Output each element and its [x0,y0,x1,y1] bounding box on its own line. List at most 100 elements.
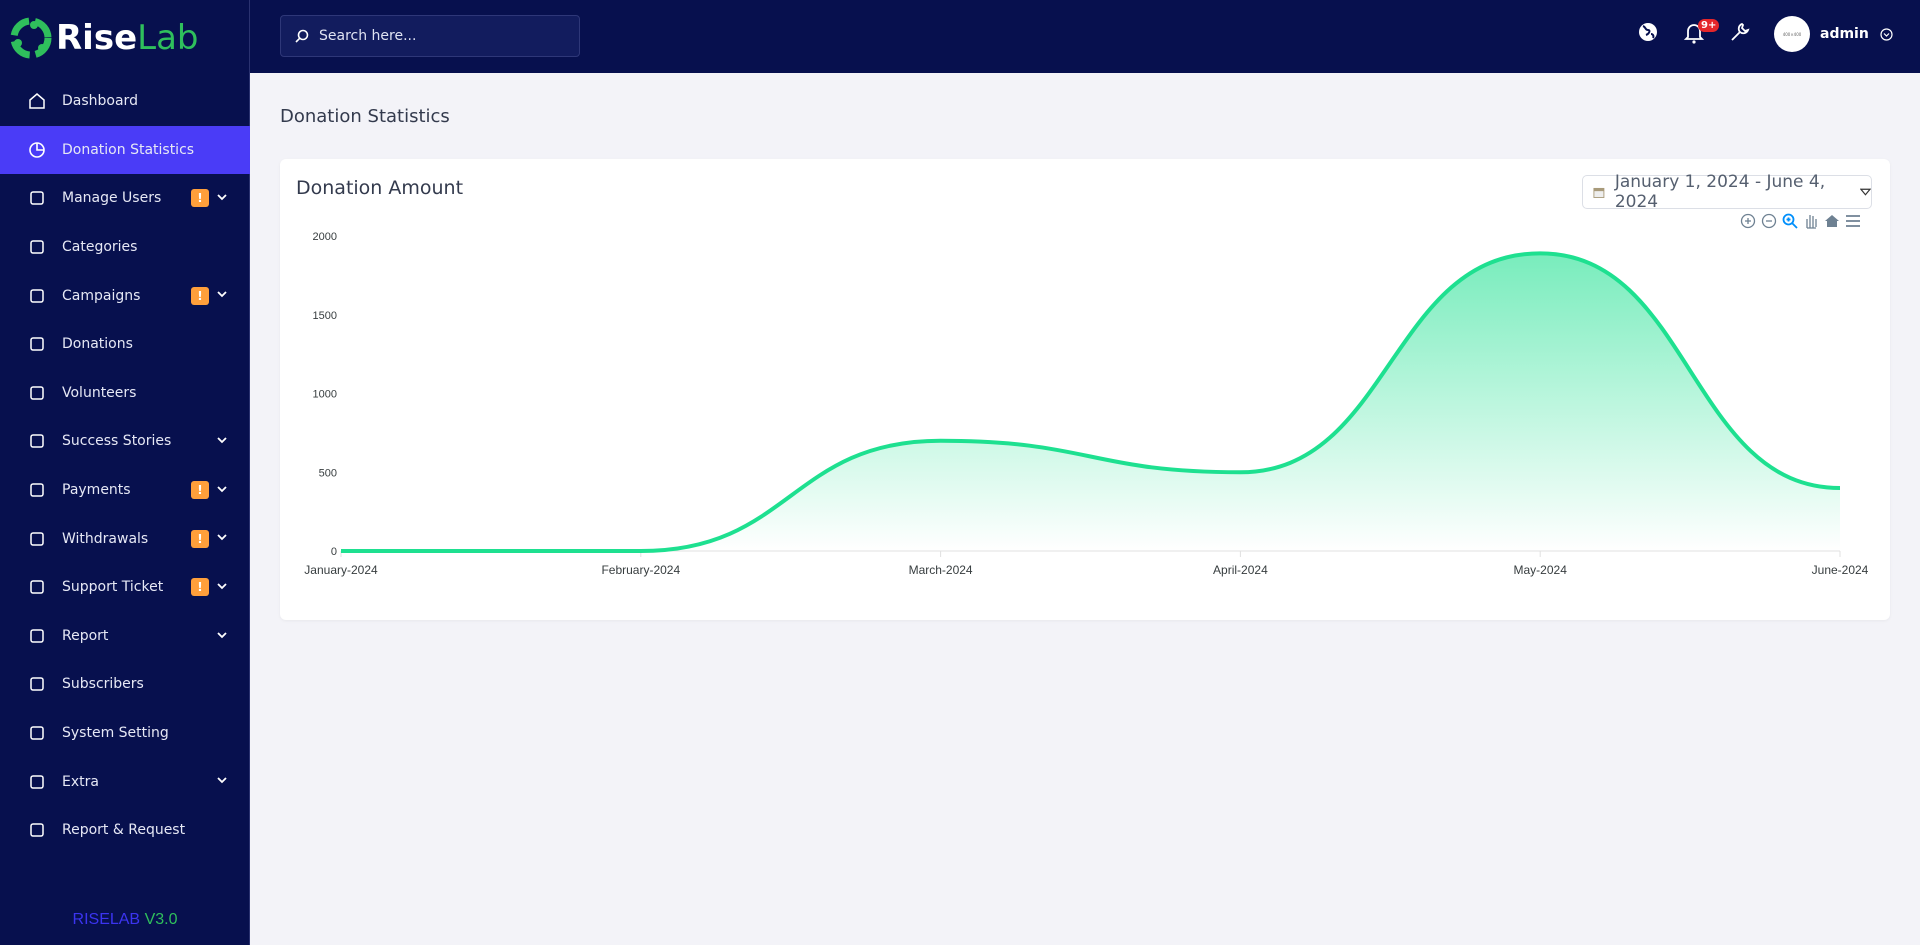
user-name[interactable]: admin [1820,26,1869,42]
alert-badge: ! [191,481,209,500]
chevron-down-icon[interactable] [216,629,228,641]
date-range-picker[interactable]: January 1, 2024 - June 4, 2024 [1582,172,1872,212]
y-tick-label: 500 [319,467,337,479]
sidebar-item-volunteers[interactable]: Volunteers [0,369,250,418]
sidebar-item-label: System Setting [62,725,169,742]
logo-text-accent: Lab [137,18,199,58]
sidebar-item-label: Withdrawals [62,530,149,547]
bug-icon [28,821,46,839]
chevron-down-icon[interactable] [216,580,228,592]
sidebar-item-donation-statistics[interactable]: Donation Statistics [0,125,250,175]
reset-home-icon[interactable] [1824,213,1840,229]
series-area [341,253,1840,551]
selection-zoom-icon[interactable] [1782,213,1798,229]
alert-badge: ! [191,529,209,548]
sidebar-item-report[interactable]: Report [0,612,250,661]
sidebar-item-subscribers[interactable]: Subscribers [0,660,250,709]
search-box[interactable] [280,15,580,57]
settings-icon [28,724,46,742]
chevron-down-icon[interactable] [216,774,228,786]
wrench-icon[interactable] [1730,22,1750,42]
chevron-down-icon[interactable] [216,288,228,300]
avatar[interactable]: 400×400 [1774,16,1810,52]
categories-icon [28,238,46,256]
table-icon [28,773,46,791]
y-tick-label: 0 [331,546,337,558]
sidebar-item-label: Report & Request [62,822,186,839]
date-range-text: January 1, 2024 - June 4, 2024 [1614,172,1826,212]
version-number: V3.0 [144,911,178,928]
pie-chart-icon [28,141,46,159]
logo-text: Rise [56,18,138,58]
calendar-icon [1593,187,1605,198]
invoice-icon [28,481,46,499]
x-tick-label: May-2024 [1514,563,1568,577]
chevron-down-icon[interactable] [216,434,228,446]
page-title: Donation Statistics [280,106,450,127]
x-tick-label: June-2024 [1812,563,1869,577]
hand-dollar-icon [28,287,46,305]
sidebar-item-label: Extra [62,773,99,790]
sidebar-item-donations[interactable]: Donations [0,320,250,369]
y-tick-label: 1500 [313,310,337,322]
globe-icon[interactable] [1638,22,1658,42]
sidebar-item-dashboard[interactable]: Dashboard [0,77,250,126]
sidebar-item-label: Donations [62,336,133,353]
list-icon [28,627,46,645]
story-icon [28,432,46,450]
ticket-icon [28,578,46,596]
sidebar-item-system-setting[interactable]: System Setting [0,709,250,758]
sidebar-item-payments[interactable]: Payments! [0,466,250,515]
sidebar-item-label: Success Stories [62,433,172,450]
chart-toolbar [1740,213,1861,229]
menu-icon[interactable] [1845,213,1861,229]
users-icon [28,189,46,207]
home-icon [28,92,46,110]
x-tick-label: February-2024 [601,563,680,577]
sidebar-item-report-request[interactable]: Report & Request [0,806,250,855]
sidebar-item-withdrawals[interactable]: Withdrawals! [0,514,250,563]
sidebar-item-categories[interactable]: Categories [0,223,250,272]
sidebar-item-extra[interactable]: Extra [0,757,250,806]
zoom-in-icon[interactable] [1740,213,1756,229]
sidebar-item-campaigns[interactable]: Campaigns! [0,271,250,320]
sidebar-item-success-stories[interactable]: Success Stories [0,417,250,466]
pan-hand-icon[interactable] [1803,213,1819,229]
sidebar-item-label: Manage Users [62,190,162,207]
search-input[interactable] [319,28,559,44]
chevron-down-icon[interactable] [216,531,228,543]
sidebar-nav: Dashboard Donation Statistics Manage Users… [0,77,250,855]
search-icon [295,29,309,43]
version-name: RISELAB [72,911,141,928]
sidebar-item-label: Categories [62,239,138,256]
card-title: Donation Amount [296,177,464,199]
y-tick-label: 1000 [313,389,337,401]
sidebar-item-label: Dashboard [62,93,138,110]
wallet-icon [28,335,46,353]
volunteer-icon [28,384,46,402]
sidebar-item-support-ticket[interactable]: Support Ticket! [0,563,250,612]
x-tick-label: March-2024 [909,563,973,577]
sidebar-item-label: Payments [62,482,131,499]
bell-icon[interactable] [1684,22,1704,44]
chevron-down-icon[interactable] [216,483,228,495]
sidebar-item-label: Campaigns [62,287,141,304]
logo[interactable]: Rise Lab [10,16,199,60]
zoom-out-icon[interactable] [1761,213,1777,229]
donation-chart-card: Donation Amount January 1, 2024 - June 4… [280,159,1890,620]
sidebar-item-label: Volunteers [62,384,137,401]
x-tick-label: January-2024 [304,563,378,577]
alert-badge: ! [191,189,209,208]
chevron-down-circle-icon[interactable] [1880,28,1893,41]
alert-badge: ! [191,286,209,305]
notification-badge: 9+ [1698,19,1720,32]
sidebar-item-manage-users[interactable]: Manage Users! [0,174,250,223]
series-line [341,251,1841,554]
alert-badge: ! [191,578,209,597]
donation-area-chart: 0 500 1000 1500 2000 January-2024 February-202… [304,231,1869,577]
sidebar-item-label: Support Ticket [62,579,164,596]
version-label: RISELAB V3.0 [0,911,250,929]
sidebar: Rise Lab Dashboard Donation Statistics Mana… [0,0,250,945]
chevron-down-icon[interactable] [216,191,228,203]
caret-down-icon [1860,188,1871,196]
